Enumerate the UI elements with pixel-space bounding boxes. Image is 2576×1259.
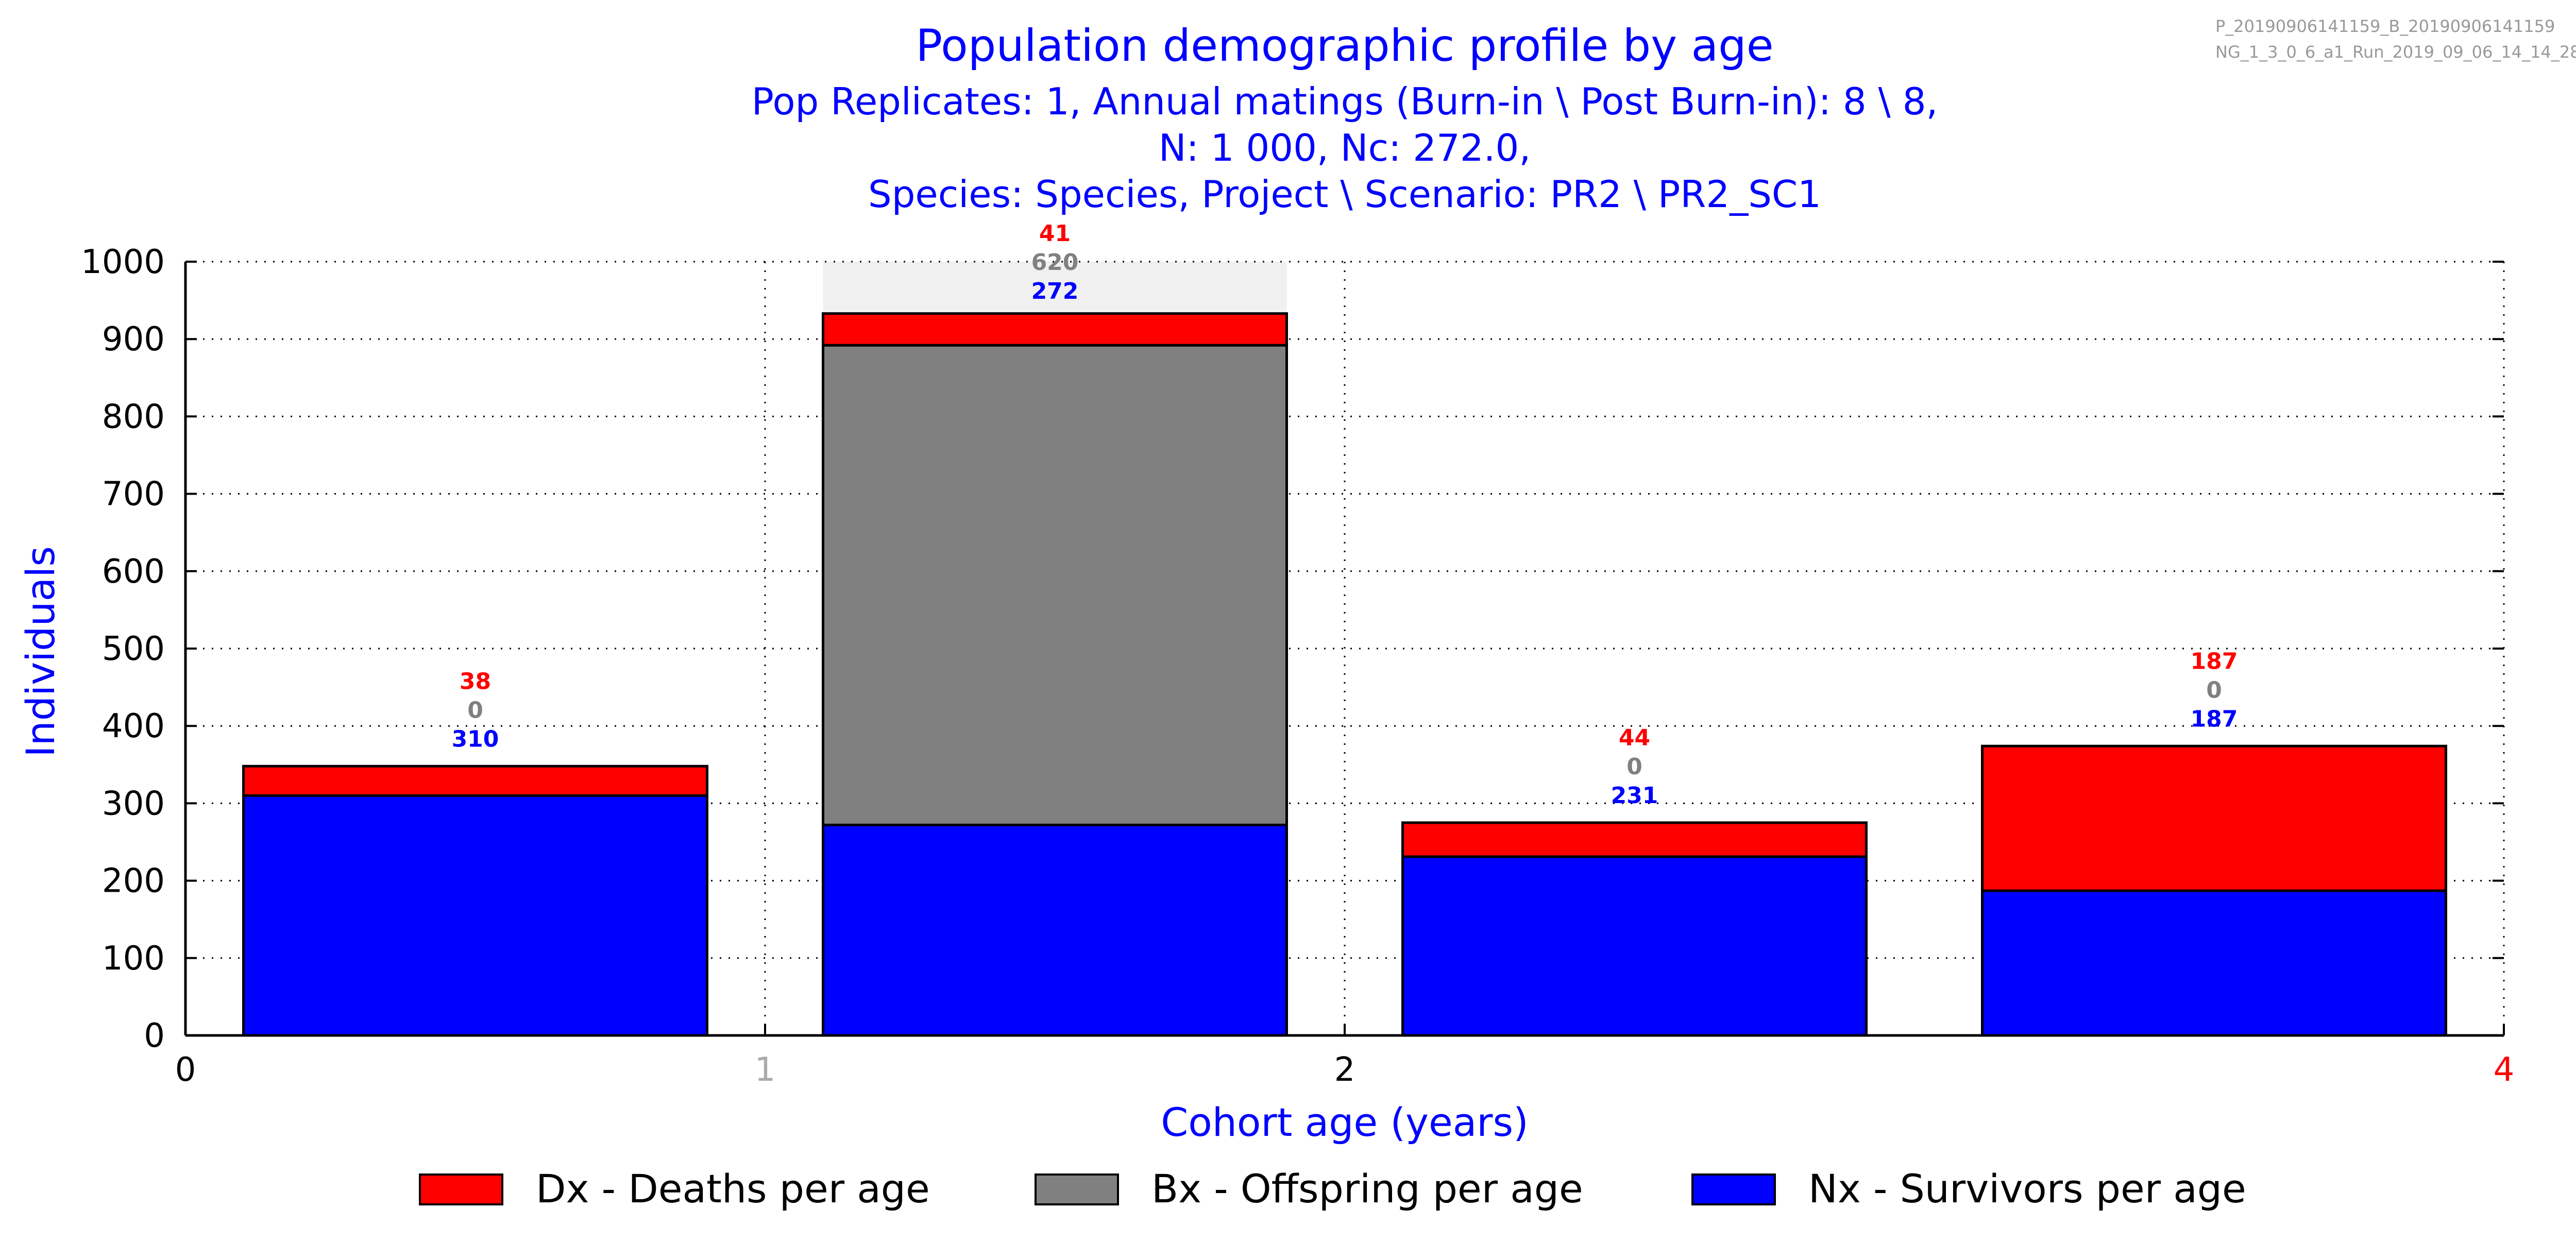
y-tick-label: 400: [102, 707, 165, 745]
plot-area: 3803104162027244023118701870100200300400…: [81, 220, 2514, 1089]
bar-bx-age-1: [822, 344, 1288, 826]
bar-dx-age-0: [242, 764, 708, 797]
bar-label-dx-age-2: 44: [1619, 725, 1650, 751]
bar-label-dx-age-0: 38: [460, 668, 491, 694]
bar-label-dx-age-3: 187: [2191, 648, 2238, 674]
bar-nx-age-2: [1401, 855, 1868, 1037]
legend-label-bx: Bx - Offspring per age: [1151, 1166, 1583, 1212]
bar-dx-age-1: [822, 312, 1288, 347]
legend-label-dx: Dx - Deaths per age: [536, 1166, 930, 1212]
bar-label-nx-age-2: 231: [1611, 782, 1658, 809]
bar-nx-age-3: [1981, 889, 2447, 1037]
bar-dx-age-2: [1401, 821, 1868, 858]
y-axis-label: Individuals: [18, 546, 63, 757]
legend-swatch-nx: [1691, 1173, 1776, 1205]
bar-label-nx-age-0: 310: [452, 726, 499, 752]
y-tick-label: 800: [102, 398, 165, 436]
y-tick-label: 0: [144, 1017, 165, 1055]
bar-nx-age-0: [242, 794, 708, 1037]
bar-dx-age-3: [1981, 744, 2447, 892]
chart-subtitle-line-1: Pop Replicates: 1, Annual matings (Burn-…: [752, 80, 1938, 123]
y-tick-label: 300: [102, 785, 165, 823]
run-info-line-2: NG_1_3_0_6_a1_Run_2019_09_06_14_14_28: [2215, 42, 2576, 62]
y-tick-label: 1000: [81, 243, 165, 281]
bar-nx-age-1: [822, 823, 1288, 1037]
x-tick-label: 4: [2494, 1051, 2515, 1089]
y-tick-label: 900: [102, 320, 165, 359]
y-tick-label: 500: [102, 630, 165, 668]
chart-title: Population demographic profile by age: [916, 20, 1773, 72]
bar-label-bx-age-0: 0: [467, 697, 483, 723]
bar-label-bx-age-1: 620: [1031, 249, 1079, 276]
bar-label-nx-age-3: 187: [2191, 706, 2238, 732]
y-tick-label: 100: [102, 940, 165, 978]
bar-label-nx-age-1: 272: [1031, 278, 1079, 304]
legend-swatch-bx: [1035, 1173, 1119, 1205]
chart-subtitle-line-3: Species: Species, Project \ Scenario: PR…: [868, 173, 1821, 216]
bar-label-bx-age-3: 0: [2206, 677, 2222, 703]
chart-subtitle-line-2: N: 1 000, Nc: 272.0,: [1159, 126, 1531, 169]
x-axis-label: Cohort age (years): [1161, 1099, 1529, 1145]
y-tick-label: 200: [102, 862, 165, 900]
run-info-line-1: P_20190906141159_B_20190906141159: [2215, 16, 2555, 36]
y-tick-label: 700: [102, 475, 165, 514]
bar-label-bx-age-2: 0: [1626, 754, 1642, 780]
legend: Dx - Deaths per age Bx - Offspring per ag…: [419, 1166, 2246, 1212]
y-tick-label: 600: [102, 553, 165, 591]
bar-label-dx-age-1: 41: [1039, 220, 1071, 247]
x-tick-label: 0: [175, 1051, 196, 1089]
x-tick-label: 2: [1334, 1051, 1355, 1089]
x-tick-label: 1: [755, 1051, 776, 1089]
legend-label-nx: Nx - Survivors per age: [1808, 1166, 2246, 1212]
legend-swatch-dx: [419, 1173, 503, 1205]
